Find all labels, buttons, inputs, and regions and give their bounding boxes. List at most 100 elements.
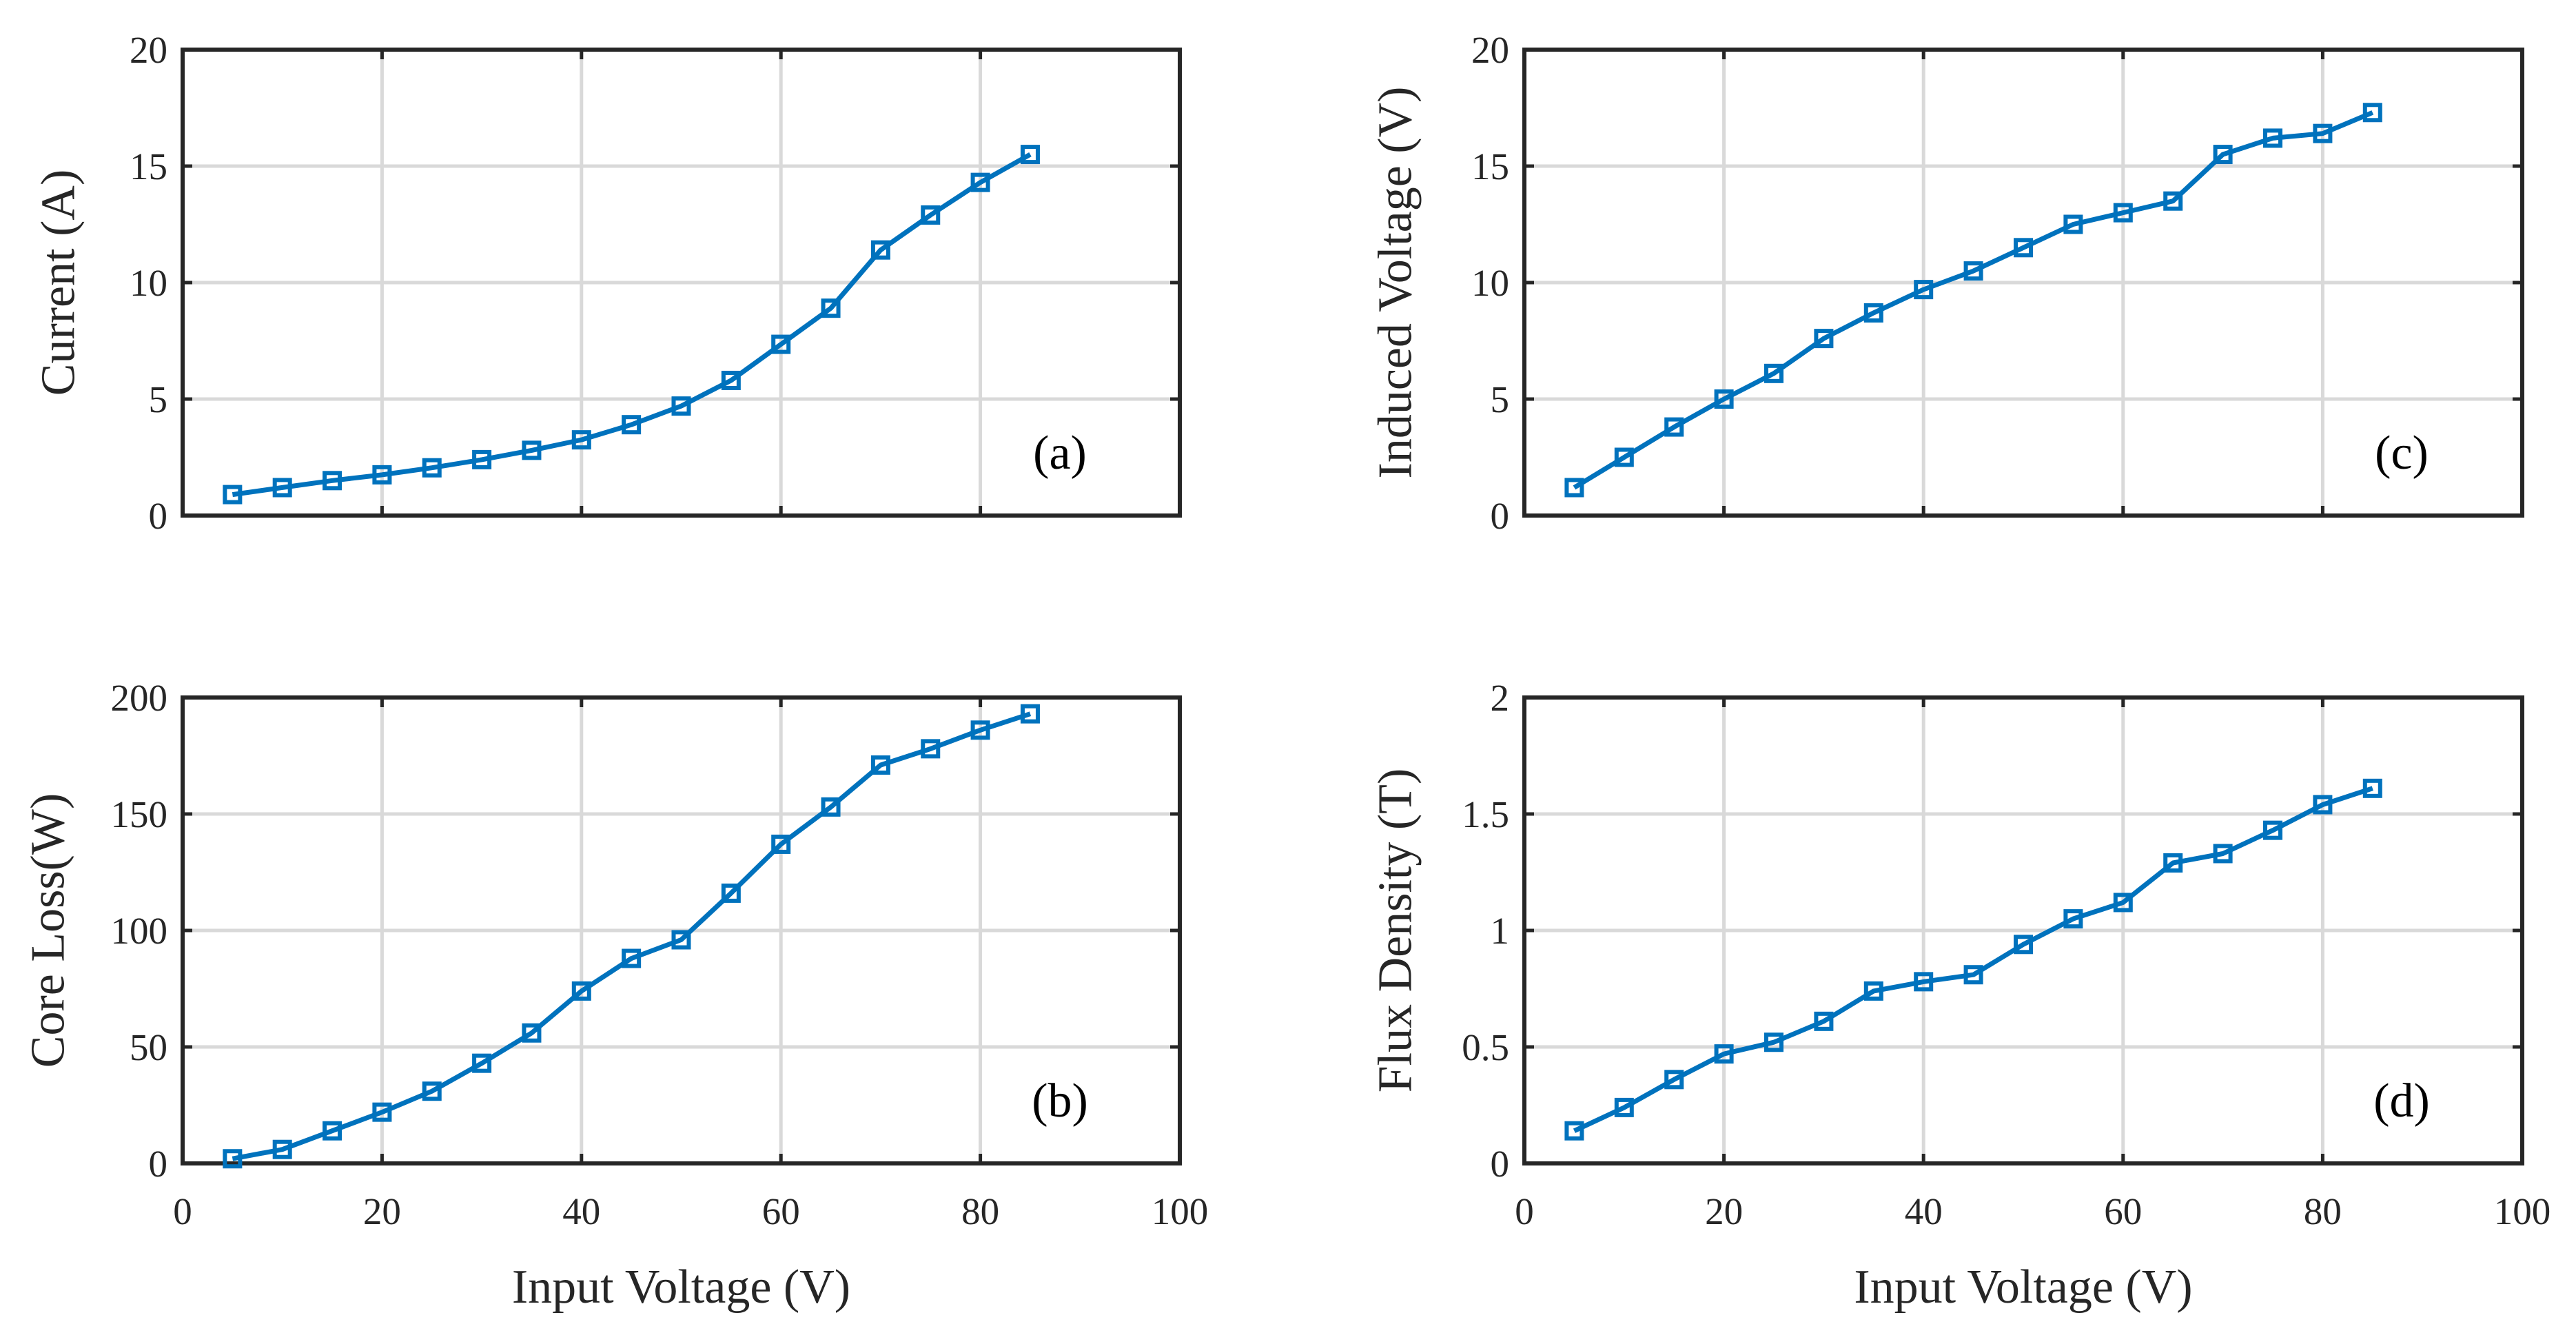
- y-tick-label: 10: [130, 262, 167, 304]
- data-point-marker: [2163, 853, 2183, 873]
- data-point-marker: [1664, 417, 1684, 437]
- data-point-marker: [2362, 103, 2382, 123]
- data-point-marker: [1564, 1121, 1584, 1141]
- data-point-marker: [1914, 972, 1934, 992]
- series-line-0: [232, 711, 1032, 1161]
- y-tick-label: 15: [1471, 145, 1509, 187]
- data-point-marker: [671, 396, 691, 416]
- data-point-marker: [821, 298, 841, 318]
- chart-panel-2: 0 50 100 150 200 0 20 40 60 80 100 Input Voltage (V…: [22, 677, 1209, 1314]
- axes-box: [181, 695, 1182, 1165]
- data-point-marker: [1614, 447, 1634, 467]
- data-point-marker: [1863, 303, 1883, 323]
- data-point-marker: [970, 172, 990, 192]
- data-point-marker: [1963, 965, 1983, 985]
- data-point-marker: [821, 797, 841, 817]
- data-point-marker: [2313, 123, 2333, 143]
- data-point-marker: [870, 755, 890, 775]
- y-tick-label: 20: [1471, 29, 1509, 71]
- data-point-marker: [1914, 280, 1934, 300]
- y-tick-label: 15: [130, 145, 167, 187]
- data-point-marker: [522, 440, 542, 460]
- data-point-marker: [223, 1149, 243, 1169]
- data-point-marker: [1764, 1032, 1783, 1052]
- data-point-marker: [921, 739, 941, 759]
- data-point-marker: [1814, 1011, 1834, 1031]
- data-point-marker: [622, 415, 642, 435]
- data-point-marker: [571, 981, 591, 1001]
- y-tick-label: 200: [111, 677, 168, 719]
- data-point-marker: [2313, 795, 2333, 815]
- data-point-marker: [2263, 128, 2282, 148]
- data-point-marker: [372, 465, 392, 485]
- x-tick-label: 60: [762, 1190, 800, 1232]
- axes-box: [181, 48, 1182, 518]
- y-axis-label: Core Loss(W): [22, 793, 75, 1068]
- data-point-marker: [2063, 909, 2083, 929]
- data-point-marker: [2014, 935, 2033, 955]
- axes-box: [1522, 48, 2524, 518]
- data-point-marker: [272, 478, 292, 498]
- x-tick-label: 0: [1515, 1190, 1534, 1232]
- y-tick-label: 0: [1491, 495, 1510, 537]
- data-point-marker: [323, 471, 343, 491]
- data-point-marker: [1564, 478, 1584, 498]
- data-point-marker: [223, 485, 243, 505]
- y-axis-label: Current (A): [32, 170, 85, 396]
- data-point-marker: [571, 430, 591, 450]
- data-point-marker: [622, 948, 642, 968]
- x-tick-label: 0: [173, 1190, 192, 1232]
- x-axis-label: Input Voltage (V): [512, 1261, 850, 1314]
- y-tick-label: 5: [149, 378, 168, 420]
- data-point-marker: [1020, 145, 1040, 165]
- panel-tag: (b): [1032, 1075, 1088, 1128]
- data-point-marker: [2213, 145, 2233, 165]
- data-point-marker: [1863, 981, 1883, 1001]
- data-point-marker: [721, 883, 741, 903]
- y-tick-label: 1.5: [1462, 793, 1509, 835]
- data-point-marker: [2063, 214, 2083, 234]
- data-point-marker: [1664, 1070, 1684, 1090]
- data-point-marker: [2213, 844, 2233, 864]
- data-point-marker: [2113, 203, 2133, 223]
- panel-tag: (a): [1033, 427, 1087, 480]
- data-point-marker: [921, 205, 941, 225]
- axes-box: [1522, 695, 2524, 1165]
- chart-panel-1: 0 5 10 15 20 Induced Voltage (V) (c): [1369, 29, 2524, 537]
- data-point-marker: [1764, 363, 1783, 383]
- data-point-marker: [2163, 191, 2183, 211]
- data-point-marker: [1814, 329, 1834, 349]
- y-tick-label: 2: [1491, 677, 1510, 719]
- x-tick-label: 80: [961, 1190, 999, 1232]
- data-point-marker: [2362, 778, 2382, 798]
- data-point-marker: [2113, 893, 2133, 913]
- data-point-marker: [1020, 704, 1040, 724]
- x-tick-label: 20: [363, 1190, 401, 1232]
- x-tick-label: 20: [1705, 1190, 1743, 1232]
- data-point-marker: [472, 1053, 492, 1073]
- y-tick-label: 0: [149, 1143, 168, 1185]
- chart-panel-0: 0 5 10 15 20 Current (A) (a): [32, 29, 1182, 537]
- y-tick-label: 1: [1491, 910, 1510, 952]
- data-point-marker: [372, 1102, 392, 1122]
- data-point-marker: [721, 370, 741, 390]
- y-tick-label: 150: [111, 793, 168, 835]
- x-axis-label: Input Voltage (V): [1854, 1261, 2192, 1314]
- x-tick-label: 100: [2494, 1190, 2551, 1232]
- y-tick-label: 10: [1471, 262, 1509, 304]
- data-point-marker: [272, 1139, 292, 1159]
- data-point-marker: [323, 1121, 343, 1141]
- data-point-marker: [771, 334, 791, 354]
- y-tick-label: 20: [130, 29, 167, 71]
- y-axis-label: Induced Voltage (V): [1369, 87, 1422, 479]
- data-point-marker: [522, 1023, 542, 1043]
- data-point-marker: [1714, 1044, 1734, 1064]
- data-point-marker: [970, 720, 990, 740]
- data-point-marker: [870, 240, 890, 260]
- y-tick-label: 100: [111, 910, 168, 952]
- series-line-0: [232, 152, 1032, 498]
- y-tick-label: 0: [1491, 1143, 1510, 1185]
- data-point-marker: [422, 458, 442, 478]
